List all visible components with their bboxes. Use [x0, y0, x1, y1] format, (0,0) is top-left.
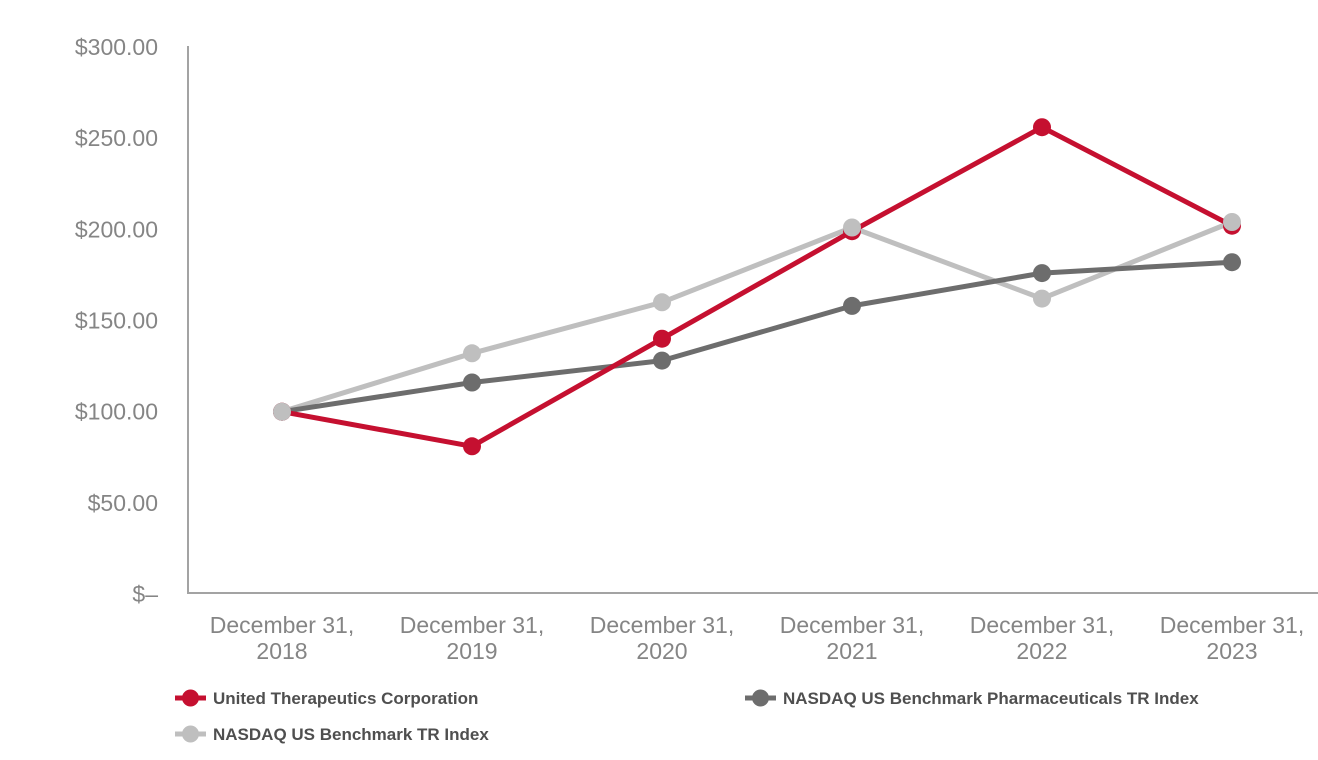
legend-label: NASDAQ US Benchmark Pharmaceuticals TR I… — [783, 689, 1199, 708]
y-axis-tick-label: $50.00 — [88, 490, 158, 516]
x-axis-tick-label: 2023 — [1206, 638, 1257, 664]
data-point-nasdaq-us-benchmark-pharmaceuticals-tr-index — [1223, 253, 1241, 272]
legend-item-united-therapeutics-corporation: United Therapeutics Corporation — [175, 689, 478, 708]
x-axis-tick-label: December 31, — [400, 612, 544, 638]
legend-item-nasdaq-us-benchmark-pharmaceuticals-tr-index: NASDAQ US Benchmark Pharmaceuticals TR I… — [745, 689, 1199, 708]
data-point-united-therapeutics-corporation — [1033, 118, 1051, 137]
legend-marker-dot — [752, 689, 769, 707]
y-axis-tick-label: $300.00 — [75, 34, 158, 60]
x-axis-tick-label: December 31, — [780, 612, 924, 638]
y-axis-tick-label: $250.00 — [75, 125, 158, 151]
x-axis-tick-label: December 31, — [590, 612, 734, 638]
legend-marker-dot — [182, 725, 199, 743]
x-axis-tick-label: December 31, — [210, 612, 354, 638]
legend-marker-dot — [182, 689, 199, 707]
x-axis-tick-label: December 31, — [970, 612, 1114, 638]
y-axis-tick-label: $100.00 — [75, 399, 158, 425]
data-point-nasdaq-us-benchmark-tr-index — [1033, 289, 1051, 308]
x-axis-tick-label: 2018 — [256, 638, 307, 664]
x-axis-tick-label: 2022 — [1016, 638, 1067, 664]
x-axis-tick-label: 2021 — [826, 638, 877, 664]
data-point-nasdaq-us-benchmark-pharmaceuticals-tr-index — [1033, 264, 1051, 283]
y-axis-tick-label: $200.00 — [75, 216, 158, 242]
legend-label: NASDAQ US Benchmark TR Index — [213, 725, 489, 744]
data-point-nasdaq-us-benchmark-tr-index — [273, 402, 291, 421]
data-point-united-therapeutics-corporation — [463, 437, 481, 456]
data-point-united-therapeutics-corporation — [653, 329, 671, 348]
data-point-nasdaq-us-benchmark-pharmaceuticals-tr-index — [843, 296, 861, 315]
x-axis-tick-label: 2019 — [446, 638, 497, 664]
legend-label: United Therapeutics Corporation — [213, 689, 478, 708]
data-point-nasdaq-us-benchmark-tr-index — [843, 218, 861, 237]
x-axis-tick-label: December 31, — [1160, 612, 1304, 638]
y-axis-tick-label: $150.00 — [75, 308, 158, 334]
series-line-nasdaq-us-benchmark-pharmaceuticals-tr-index — [279, 259, 1235, 415]
performance-line-chart: $300.00 $250.00 $200.00 $150.00 $100.00 $50.0… — [75, 34, 1318, 744]
x-axis-tick-label: 2020 — [636, 638, 687, 664]
data-point-nasdaq-us-benchmark-pharmaceuticals-tr-index — [653, 351, 671, 370]
data-point-nasdaq-us-benchmark-tr-index — [463, 344, 481, 363]
series-line-united-therapeutics-corporation — [279, 124, 1235, 449]
data-point-nasdaq-us-benchmark-tr-index — [1223, 213, 1241, 231]
data-point-nasdaq-us-benchmark-pharmaceuticals-tr-index — [463, 373, 481, 392]
series-line-nasdaq-us-benchmark-tr-index — [279, 219, 1235, 415]
legend-item-nasdaq-us-benchmark-tr-index: NASDAQ US Benchmark TR Index — [175, 725, 489, 744]
stock-performance-chart-figure: $300.00 $250.00 $200.00 $150.00 $100.00 $50.0… — [40, 16, 1318, 760]
y-axis-tick-label: $– — [132, 581, 158, 607]
legend: United Therapeutics Corporation NASDAQ US… — [175, 689, 1199, 744]
data-point-nasdaq-us-benchmark-tr-index — [653, 293, 671, 312]
